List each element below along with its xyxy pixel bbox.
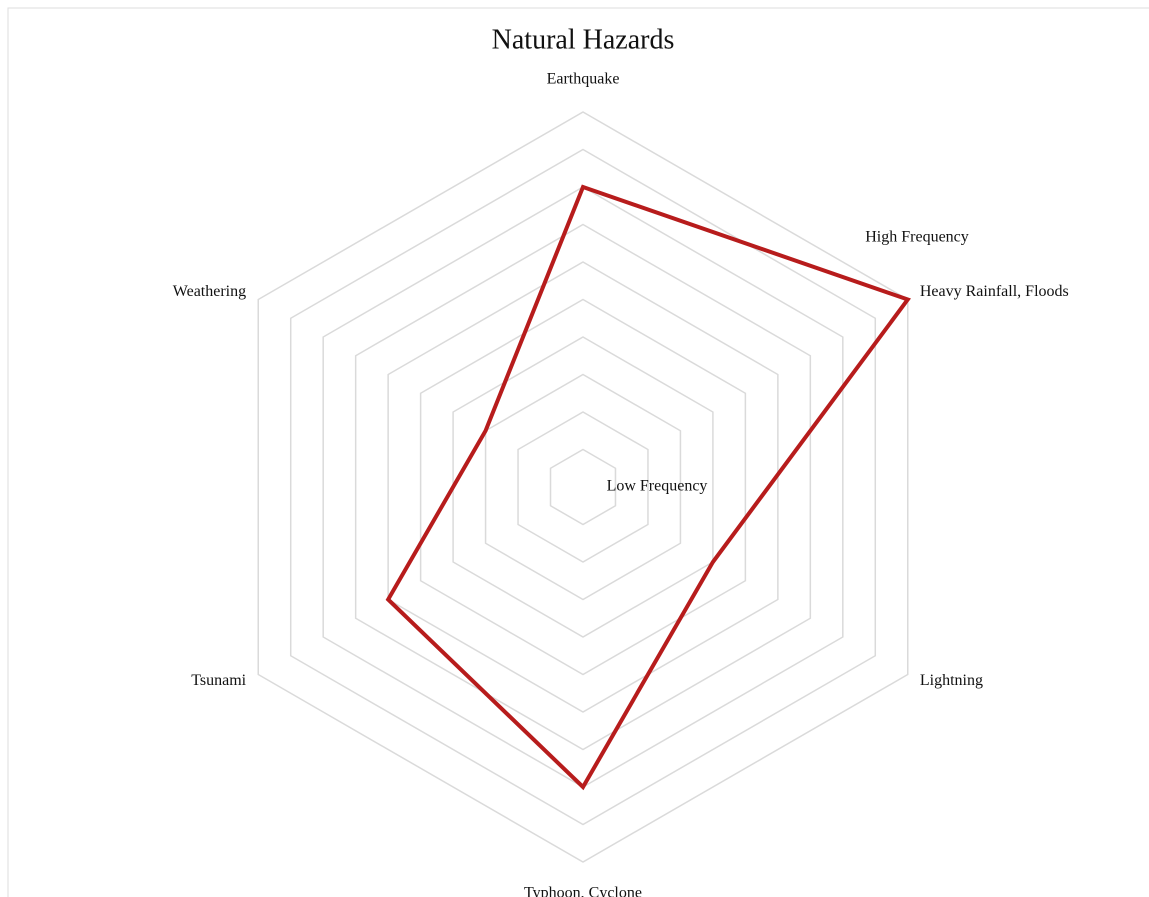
grid-ring bbox=[419, 298, 747, 676]
annotation: Low Frequency bbox=[607, 478, 708, 495]
annotation: High Frequency bbox=[865, 229, 969, 246]
axis-label: Earthquake bbox=[547, 71, 620, 88]
axis-label: Typhoon, Cyclone bbox=[524, 885, 642, 897]
grid-ring bbox=[387, 261, 779, 713]
frame bbox=[7, 7, 1149, 897]
grid-ring bbox=[354, 223, 812, 751]
axis-label: Lightning bbox=[920, 672, 983, 689]
grid-ring bbox=[549, 448, 617, 526]
axis-label: Weathering bbox=[173, 283, 246, 300]
grid-ring bbox=[322, 186, 844, 788]
grid-ring bbox=[452, 336, 714, 638]
series-line bbox=[385, 184, 911, 791]
axis-label: Heavy Rainfall, Floods bbox=[920, 283, 1069, 300]
axis-label: Tsunami bbox=[191, 672, 246, 689]
grid-ring bbox=[289, 148, 877, 826]
chart-title: Natural Hazards bbox=[492, 24, 675, 55]
grid-ring bbox=[517, 411, 649, 563]
